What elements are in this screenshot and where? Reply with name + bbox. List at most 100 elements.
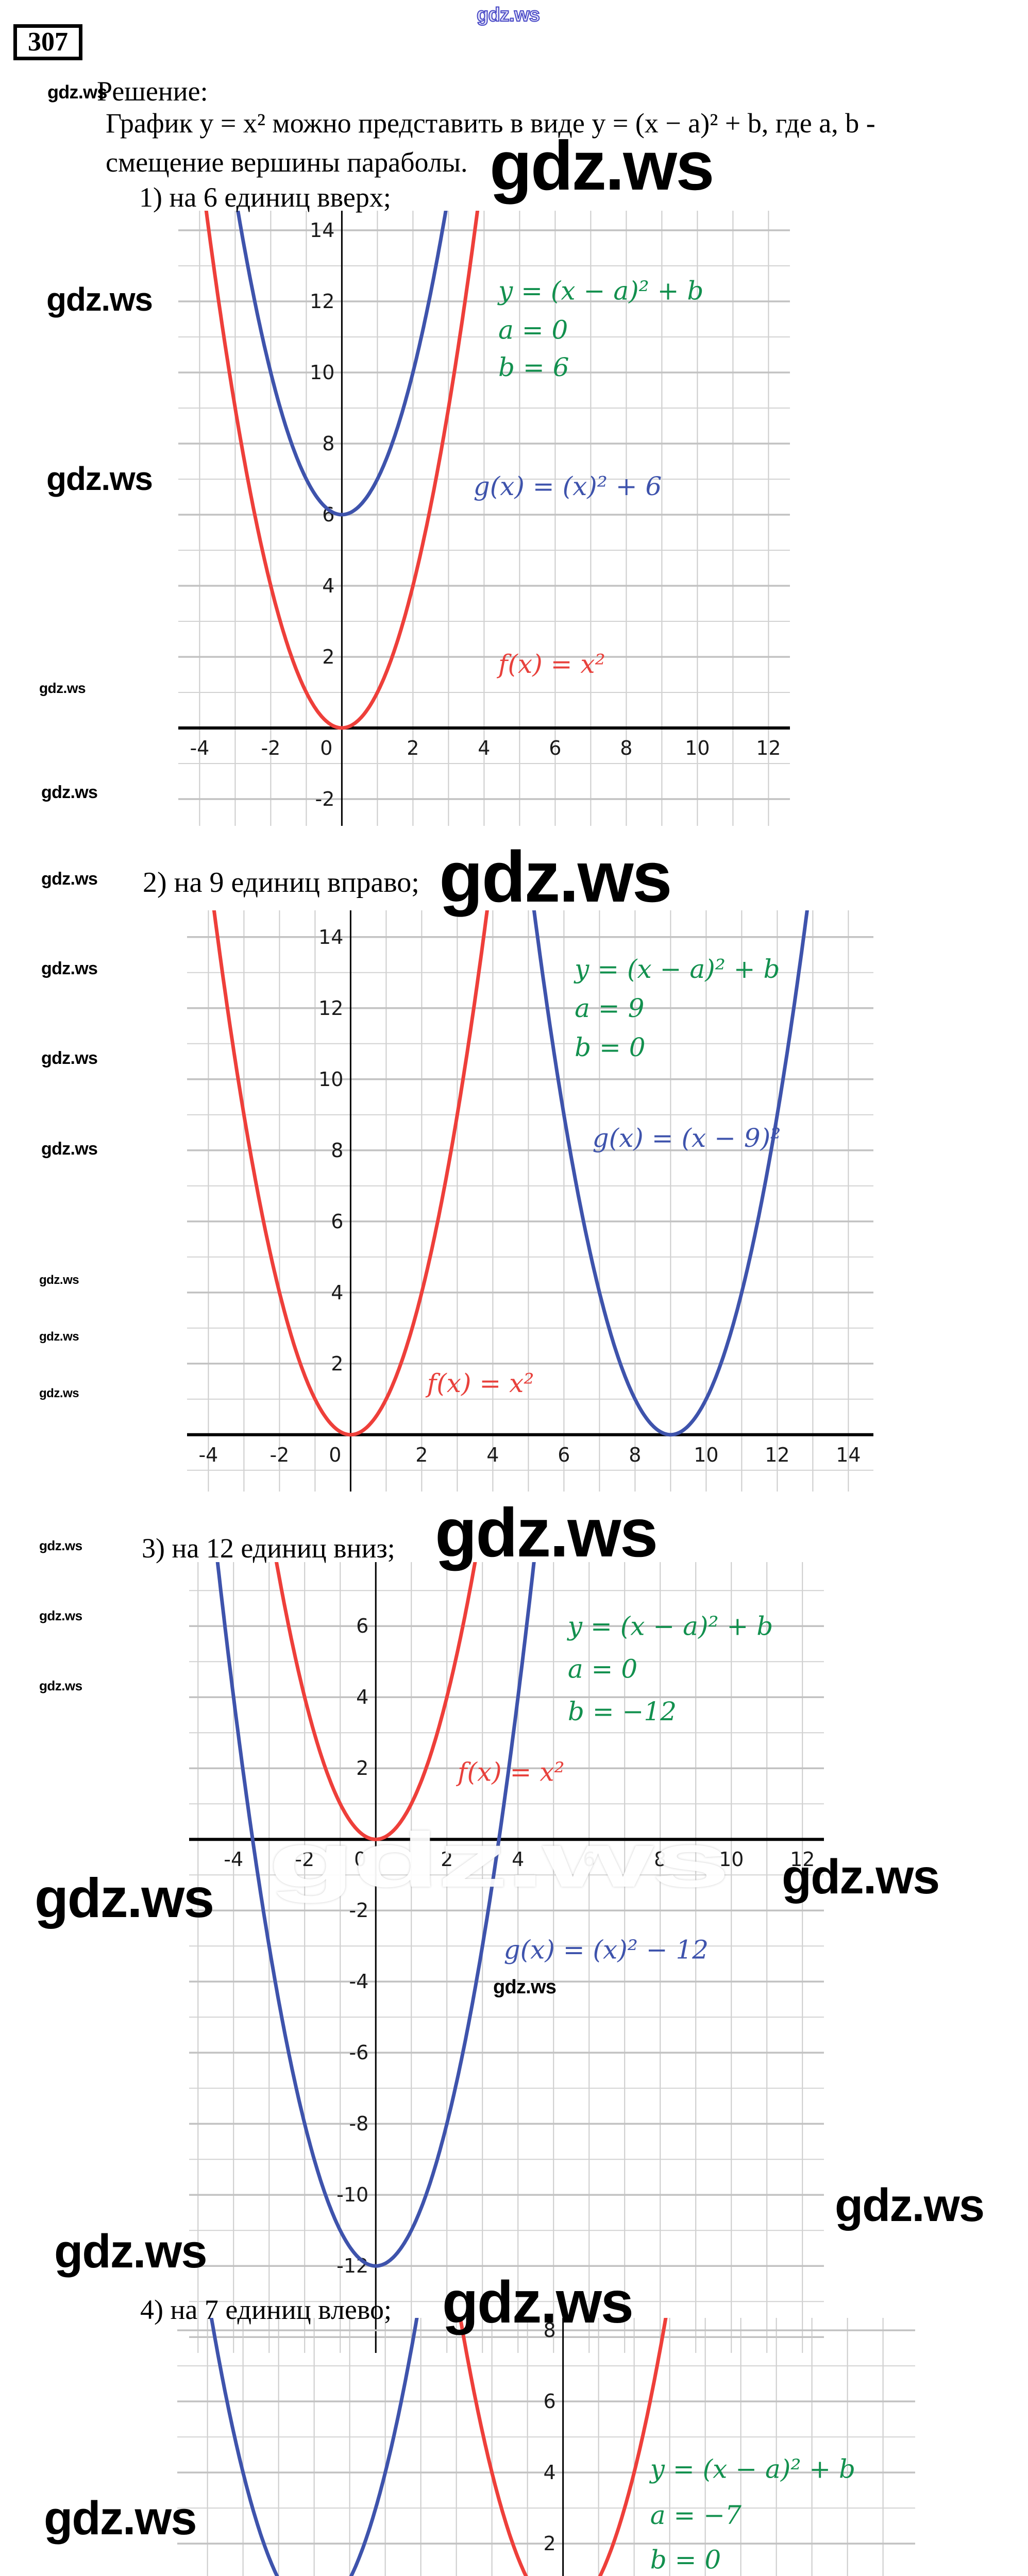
equation-label: b = 0 [575, 1032, 646, 1062]
y-tick-label: -2 [349, 1899, 368, 1922]
x-tick-label: 6 [549, 737, 561, 759]
watermark-gdzws: gdz.ws [46, 280, 153, 318]
parabola-g [209, 2318, 419, 2576]
watermark-gdzws: gdz.ws [39, 1678, 82, 1694]
y-tick-label: -6 [349, 2041, 368, 2064]
x-tick-label: -4 [224, 1848, 243, 1871]
x-tick-label: -2 [269, 1444, 289, 1466]
y-tick-label: -12 [336, 2255, 368, 2277]
equation-label: y = (x − a)² + b [574, 954, 780, 984]
x-tick-label: 4 [478, 737, 490, 759]
y-tick-label: -4 [349, 1970, 368, 1993]
y-tick-label: 6 [543, 2390, 555, 2413]
x-tick-label: 2 [441, 1848, 453, 1871]
watermark-gdzws: gdz.ws [835, 2180, 985, 2231]
watermark-gdzws: gdz.ws [439, 836, 672, 917]
watermark-gdzws: gdz.ws [47, 81, 107, 103]
equation-label: b = 6 [498, 352, 569, 382]
equation-label: a = 0 [498, 315, 568, 345]
y-tick-label: 4 [331, 1281, 343, 1304]
y-tick-label: 2 [543, 2532, 555, 2555]
grid [187, 910, 873, 1492]
graph-4: -10-8-6-4-2024688642-2y = (x − a)² + ba … [177, 2318, 915, 2576]
equation-label: f(x) = x² [456, 1757, 565, 1787]
y-tick-label: 4 [356, 1686, 368, 1708]
y-tick-label: 10 [318, 1068, 343, 1091]
equation-label: y = (x − a)² + b [497, 276, 703, 306]
y-tick-label: 10 [310, 361, 334, 384]
y-tick-label: 2 [331, 1352, 343, 1375]
x-tick-label: 8 [654, 1848, 666, 1871]
axes [178, 211, 790, 826]
x-tick-label: 12 [790, 1848, 815, 1871]
y-tick-label: 2 [356, 1757, 368, 1780]
watermark-gdzws: gdz.ws [46, 460, 153, 497]
x-tick-label: 10 [694, 1444, 718, 1466]
y-tick-label: 14 [318, 926, 343, 948]
axes [187, 910, 873, 1492]
y-tick-label: 6 [356, 1615, 368, 1637]
watermark-gdzws: gdz.ws [54, 2225, 207, 2278]
problem-number: 307 [28, 27, 68, 57]
watermark-gdzws: gdz.ws [44, 2492, 197, 2545]
y-tick-label: -2 [315, 788, 335, 810]
parabola-f [274, 1562, 477, 1841]
x-tick-label: 12 [765, 1444, 789, 1466]
y-tick-label: 4 [322, 574, 334, 597]
section-4-label: 4) на 7 единиц влево; [140, 2294, 392, 2325]
watermark-gdzws: gdz.ws [41, 1139, 98, 1159]
equation-label: f(x) = x² [496, 649, 605, 679]
watermark-gdzws: gdz.ws [41, 958, 98, 978]
equation-labels: y = (x − a)² + b a = 0 b = −12 f(x) = x² g(x… [456, 1611, 773, 1964]
watermark-gdzws: gdz.ws [39, 1538, 82, 1554]
y-tick-label: 14 [310, 219, 334, 242]
equation-label: f(x) = x² [425, 1368, 534, 1398]
y-tick-label: 8 [322, 432, 334, 455]
solution-label: Решение: [97, 76, 208, 107]
watermark-gdzws: gdz.ws [39, 1329, 79, 1344]
x-tick-label: 0 [354, 1848, 366, 1871]
x-tick-label: 10 [685, 737, 710, 759]
axes [189, 1562, 824, 2353]
x-tick-label: -2 [295, 1848, 314, 1871]
y-tick-label: 6 [331, 1210, 343, 1233]
intro-line-2: смещение вершины параболы. [106, 147, 468, 178]
problem-number-box: 307 [13, 24, 82, 60]
watermark-gdzws: gdz.ws [41, 782, 98, 802]
graph-3: -4 -2 0 2 4 6 8 10 12 6 4 2 -2 -4 -6 -8 -10 -12 y = (x − a… [189, 1562, 824, 2353]
x-tick-label: 12 [756, 737, 781, 759]
parabola-g [236, 211, 448, 517]
parabola-f [204, 211, 480, 730]
watermark-gdzws: gdz.ws [268, 1817, 730, 1903]
x-tick-label: 0 [329, 1444, 341, 1466]
x-tick-label: 10 [719, 1848, 744, 1871]
tick-labels: -4 -2 0 2 4 6 8 10 12 14 2 4 6 8 10 12 14 [198, 926, 861, 1466]
watermark-gdzws: gdz.ws [39, 680, 86, 696]
y-tick-label: 4 [543, 2461, 555, 2484]
equation-label: b = 0 [650, 2545, 721, 2574]
x-tick-label: 4 [486, 1444, 499, 1466]
y-tick-label: 8 [331, 1139, 343, 1162]
x-tick-label: -2 [261, 737, 280, 759]
tick-labels: -10-8-6-4-2024688642-2 [543, 2319, 555, 2555]
y-tick-label: -8 [349, 2112, 368, 2135]
y-tick-label: 2 [322, 646, 334, 668]
equation-labels: y = (x − a)² + b a = 0 b = 6 g(x) = (x)² + … [474, 276, 704, 680]
y-tick-label: 12 [310, 290, 334, 313]
parabola-f [458, 2318, 668, 2576]
equation-label: g(x) = (x)² + 6 [474, 471, 662, 501]
equation-label: y = (x − a)² + b [649, 2454, 855, 2484]
y-tick-label: -10 [336, 2183, 368, 2206]
x-tick-label: -4 [190, 737, 209, 759]
watermark-gdzws: gdz.ws [476, 4, 541, 26]
x-tick-label: 4 [512, 1848, 524, 1871]
y-tick-label: 8 [543, 2319, 555, 2342]
watermark-gdzws: gdz.ws [39, 1386, 79, 1400]
equation-labels: y = (x − a)² + ba = −7b = 0g(x) = (x + 7… [649, 2454, 855, 2575]
x-tick-label: 0 [320, 737, 332, 759]
equation-label: a = 0 [568, 1654, 637, 1684]
x-tick-label: -4 [198, 1444, 218, 1466]
grid [177, 2318, 915, 2576]
